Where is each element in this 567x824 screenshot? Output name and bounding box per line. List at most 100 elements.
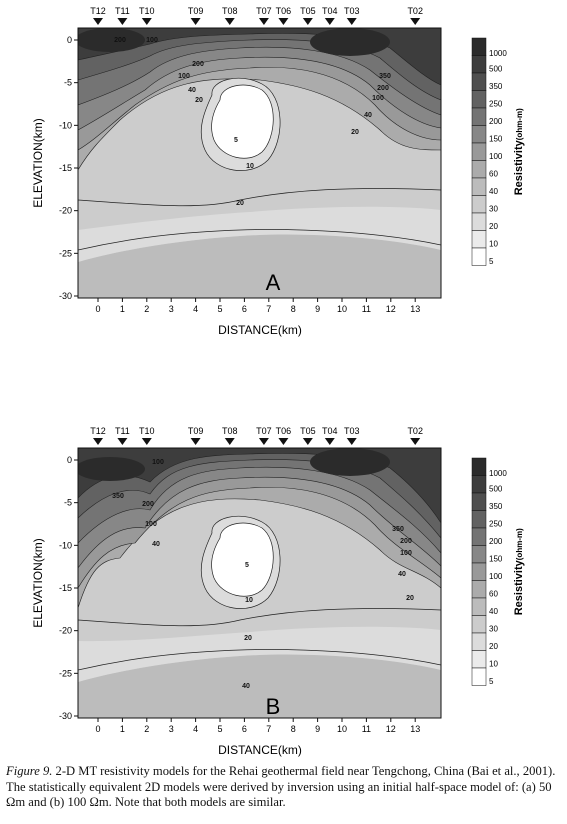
station-marker [117,438,128,445]
station-label: T09 [188,426,204,436]
x-tick-label: 12 [386,304,396,314]
x-tick-label: 3 [169,304,174,314]
contour-label: 10 [245,597,253,604]
y-tick-label: -15 [59,163,72,173]
x-tick-label: 7 [266,304,271,314]
contour-line-1 [78,229,441,251]
colorbar-label: 150 [489,135,503,144]
x-tick-label: 3 [169,724,174,734]
y-tick-label: -5 [64,78,72,88]
colorbar-swatch [471,632,487,651]
x-tick-label: 1 [120,304,125,314]
colorbar-swatch [471,615,487,634]
station-label: T05 [300,426,316,436]
colorbar-swatch [471,142,487,161]
x-tick-label: 7 [266,724,271,734]
colorbar-swatch [471,37,487,56]
colorbar-label: 30 [489,625,498,634]
station-marker [278,18,289,25]
y-tick-label: -30 [59,291,72,301]
colorbar-label: 10 [489,660,498,669]
x-tick-label: 13 [410,724,420,734]
x-tick-label: 9 [315,724,320,734]
contour-label: 40 [398,571,406,578]
y-tick-label: -15 [59,583,72,593]
colorbar-swatch [471,72,487,91]
x-tick-label: 2 [144,724,149,734]
contour-label: 100 [146,37,158,44]
station-marker [224,438,235,445]
colorbar-swatch [471,212,487,231]
contour-label: 100 [152,459,164,466]
colorbar-swatch [471,160,487,179]
colorbar-swatch [471,195,487,214]
station-marker [324,18,335,25]
x-tick-label: 2 [144,304,149,314]
plot-frame [77,447,442,719]
colorbar-label: 100 [489,152,503,161]
station-marker [190,438,201,445]
station-label: T04 [322,6,338,16]
contour-label: 100 [178,73,190,80]
y-tick-label: -25 [59,248,72,258]
contour-label: 350 [379,73,391,80]
station-marker [258,18,269,25]
colorbar-label: 5 [489,677,494,686]
y-tick-label: -10 [59,120,72,130]
station-label: T07 [256,6,272,16]
colorbar-unit: (ohm-m) [515,528,524,560]
colorbar-swatch [471,55,487,74]
contour-label: 20 [406,595,414,602]
colorbar-swatch [471,90,487,109]
contour-label: 40 [152,541,160,548]
station-marker [141,18,152,25]
y-tick-label: 0 [67,35,72,45]
colorbar-label: 20 [489,642,498,651]
colorbar-swatch [471,492,487,511]
y-tick-label: 0 [67,455,72,465]
figure-label: Figure 9. [6,764,53,778]
x-axis-label: DISTANCE(km) [218,323,302,337]
colorbar-title: Resistivity(ohm-m) [513,108,525,195]
contour-label: 100 [372,95,384,102]
x-tick-label: 11 [362,304,371,314]
contour-label: 200 [142,501,154,508]
station-label: T10 [139,426,155,436]
colorbar-swatch [471,510,487,529]
colorbar-label: 350 [489,82,503,91]
model-panel-b: 0 -5 -10 -15 -20 -25 -30 ELEVATION(km) 0 1 2 3 4 5 6 7 8… [0,420,567,800]
contour-label: 5 [234,137,238,144]
caption-text: 2-D MT resistivity models for the Rehai … [6,764,556,809]
colorbar-label: 40 [489,187,498,196]
contour-label: 40 [364,112,372,119]
contour-label: 40 [188,87,196,94]
x-tick-label: 6 [242,304,247,314]
contour-label: 200 [377,85,389,92]
station-label: T08 [222,426,238,436]
colorbar-label: 60 [489,590,498,599]
contour-label: 200 [192,61,204,68]
core-blob-right [310,28,390,56]
contour-label: 5 [245,562,249,569]
model-panel-a: 0 -5 -10 -15 -20 -25 -30 ELEVATION(km) 0 1 2 3 4 5 6 7 8… [0,0,567,380]
colorbar-label: 100 [489,572,503,581]
station-label: T08 [222,6,238,16]
station-marker [117,18,128,25]
x-tick-label: 1 [120,724,125,734]
conductor-core [211,84,274,159]
figure-caption: Figure 9. 2-D MT resistivity models for … [6,764,562,811]
station-label: T12 [90,426,106,436]
x-tick-label: 5 [217,304,222,314]
y-axis-label: ELEVATION(km) [31,538,45,628]
contour-label: 350 [392,526,404,533]
y-tick-label: -5 [64,498,72,508]
colorbar-title-text: Resistivity [513,139,525,195]
colorbar-label: 30 [489,205,498,214]
colorbar-swatch [471,545,487,564]
station-label: T06 [276,426,292,436]
colorbar-label: 1000 [489,49,507,58]
contour-label: 20 [195,97,203,104]
station-label: T06 [276,6,292,16]
colorbar-label: 500 [489,485,503,494]
